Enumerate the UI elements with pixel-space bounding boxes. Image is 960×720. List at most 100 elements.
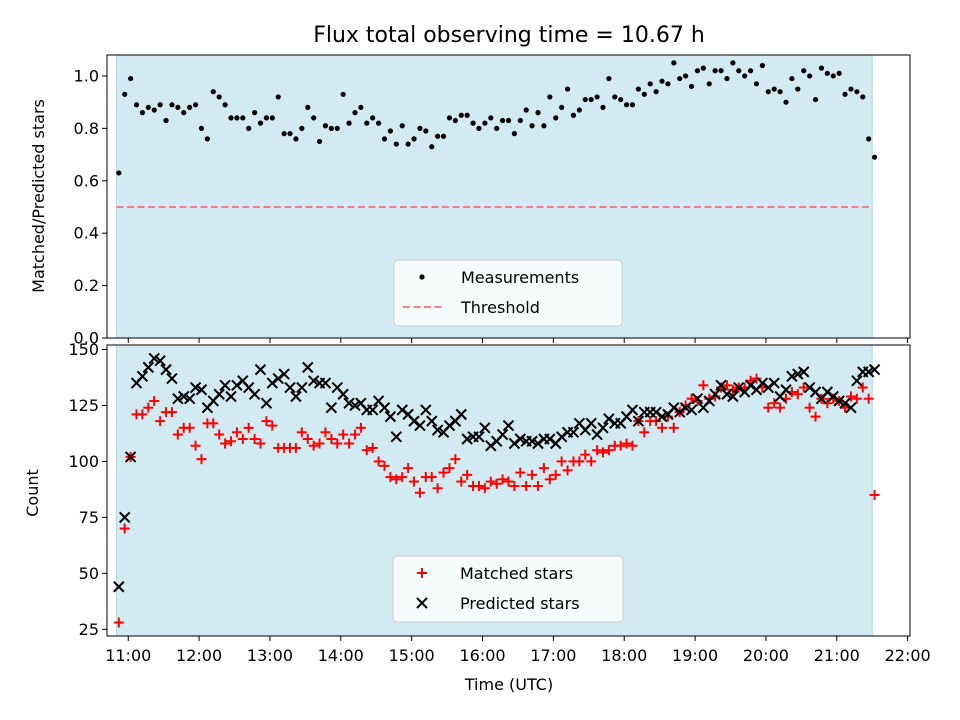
measurement-point — [122, 91, 128, 97]
matched-stars-point — [792, 389, 803, 400]
measurement-point — [370, 115, 376, 121]
measurement-point — [618, 96, 624, 103]
measurement-point — [198, 125, 205, 131]
measurement-point — [712, 68, 718, 74]
matched-stars-point — [190, 440, 201, 451]
predicted-stars-point — [248, 388, 261, 400]
matched-stars-point — [869, 489, 880, 500]
bottom-legend: Matched stars Predicted stars — [392, 555, 624, 623]
legend-measurement-marker — [419, 274, 425, 280]
matched-stars-point — [255, 438, 266, 449]
measurement-point — [316, 138, 323, 145]
matched-stars-point — [798, 382, 809, 393]
matched-stars-point — [225, 436, 236, 447]
predicted-stars-point — [721, 388, 733, 400]
bottom-ylabel: Count — [23, 469, 42, 517]
predicted-stars-point — [307, 375, 320, 387]
measurement-point — [771, 86, 777, 92]
matched-stars-point — [220, 438, 231, 449]
matched-stars-point — [592, 445, 603, 456]
predicted-stars-point — [266, 377, 279, 389]
matched-stars-point — [822, 398, 833, 409]
x-tick-label: 12:00 — [176, 646, 222, 665]
predicted-stars-point — [136, 370, 149, 383]
predicted-stars-point — [396, 404, 408, 416]
measurement-point — [334, 125, 340, 131]
predicted-stars-point — [803, 381, 816, 394]
predicted-stars-point — [798, 366, 810, 378]
matched-stars-point — [686, 393, 697, 404]
matched-stars-point — [527, 469, 538, 480]
predicted-stars-point — [455, 408, 467, 421]
measurement-point — [795, 86, 801, 92]
measurement-point — [216, 94, 222, 100]
predicted-stars-point — [172, 393, 184, 405]
predicted-stars-point — [514, 433, 527, 445]
predicted-stars-point — [183, 393, 196, 405]
predicted-stars-point — [378, 401, 391, 414]
measurement-point — [263, 115, 270, 121]
predicted-stars-point — [390, 431, 403, 443]
measurement-point — [228, 115, 234, 121]
predicted-stars-point — [544, 433, 556, 445]
measurement-point — [700, 65, 706, 71]
predicted-stars-point — [260, 397, 273, 409]
matched-stars-point — [668, 422, 679, 433]
matched-stars-point — [367, 442, 378, 453]
measurement-point — [523, 107, 529, 113]
predicted-stars-point — [113, 581, 125, 593]
predicted-stars-point — [225, 390, 237, 403]
measurement-point — [145, 104, 151, 111]
matched-stars-point — [385, 472, 396, 483]
predicted-stars-point — [485, 440, 497, 452]
predicted-stars-point — [431, 424, 444, 436]
legend-box — [393, 259, 623, 327]
predicted-stars-point — [508, 437, 521, 450]
y-tick-label: 0.0 — [74, 329, 99, 348]
y-tick-label: 0.4 — [74, 224, 99, 243]
measurement-point — [446, 115, 453, 121]
measurement-point — [860, 94, 866, 100]
measurement-point — [848, 86, 854, 92]
predicted-stars-point — [762, 381, 775, 394]
predicted-stars-point — [685, 404, 698, 416]
predicted-stars-point — [526, 435, 538, 447]
measurement-point — [488, 115, 494, 121]
matched-stars-point — [509, 481, 520, 492]
bottom-axes-frame — [106, 344, 911, 637]
matched-stars-point — [810, 411, 821, 422]
matched-stars-point — [326, 434, 337, 445]
matched-stars-point — [698, 380, 709, 391]
measurement-point — [452, 117, 458, 124]
legend-label-threshold: Threshold — [460, 298, 540, 317]
predicted-stars-point — [160, 363, 172, 376]
predicted-stars-point — [414, 419, 426, 432]
matched-stars-point — [261, 416, 272, 427]
matched-stars-point — [639, 427, 650, 438]
measurement-point — [381, 136, 388, 142]
matched-stars-point — [444, 463, 455, 474]
predicted-stars-point — [792, 368, 804, 380]
predicted-stars-point — [733, 381, 745, 394]
measurement-point — [688, 83, 695, 90]
matched-stars-point — [544, 474, 555, 485]
measurement-point — [257, 120, 264, 126]
measurement-point — [759, 62, 765, 69]
measurement-point — [133, 102, 140, 108]
measurement-point — [458, 112, 464, 118]
top-panel: 0.0 0.2 0.4 0.6 0.8 1.0 Measurements Threshold — [74, 54, 911, 348]
predicted-stars-point — [626, 404, 639, 416]
measurement-point — [240, 115, 246, 121]
matched-stars-point — [503, 476, 514, 487]
predicted-stars-point — [408, 415, 420, 427]
predicted-stars-point — [786, 370, 798, 383]
measurement-point — [541, 123, 547, 129]
measurement-point — [777, 89, 783, 95]
y-tick-label: 0.6 — [74, 171, 99, 190]
measurement-point — [299, 125, 305, 131]
matched-stars-point — [267, 420, 278, 431]
predicted-stars-point — [496, 428, 509, 441]
measurement-point — [169, 102, 175, 108]
predicted-stars-point — [668, 401, 680, 414]
x-tick-label: 20:00 — [743, 646, 789, 665]
